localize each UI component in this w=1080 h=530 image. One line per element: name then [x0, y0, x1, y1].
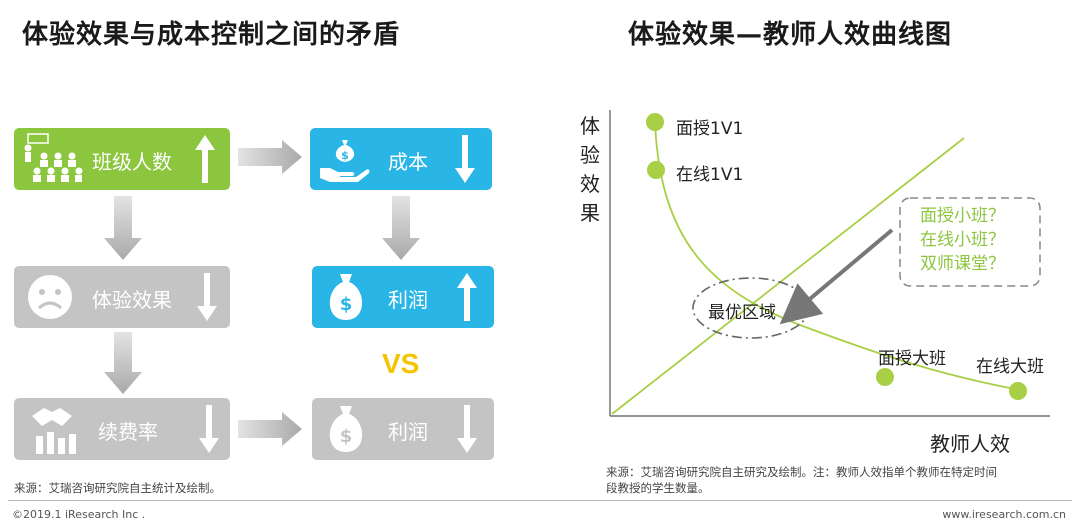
- box-cost-label: 成本: [388, 150, 428, 174]
- question-item: 在线小班？: [920, 230, 1005, 250]
- point-face-1v1: [646, 113, 664, 131]
- box-profit-up-label: 利润: [388, 288, 428, 312]
- sad-face-icon: [28, 275, 72, 319]
- label-face-large: 面授大班: [878, 349, 946, 369]
- left-title: 体验效果与成本控制之间的矛盾: [22, 20, 401, 50]
- label-online-1v1: 在线1V1: [676, 165, 744, 185]
- y-label-char: 验: [580, 143, 600, 167]
- arrow-down-right: [382, 196, 420, 260]
- arrow-right-top: [238, 140, 302, 174]
- svg-text:$: $: [340, 294, 353, 315]
- arrow-down-icon: [199, 405, 219, 453]
- box-profit-down-label: 利润: [388, 420, 428, 444]
- money-bag-icon: $: [329, 274, 363, 320]
- y-label-char: 果: [580, 201, 600, 225]
- right-source: 来源：艾瑞咨询研究院自主研究及绘制。注：教师人效指单个教师在特定时间 段教授的学…: [606, 464, 997, 496]
- box-class-size-label: 班级人数: [92, 150, 172, 174]
- question-item: 面授小班？: [920, 206, 1005, 226]
- pointer-arrow: [779, 228, 894, 325]
- left-source: 来源：艾瑞咨询研究院自主统计及绘制。: [14, 481, 221, 495]
- money-bag-icon: $: [329, 406, 363, 452]
- arrow-down-icon: [455, 135, 475, 183]
- efficiency-curve-chart: [609, 110, 1050, 417]
- cost-line: [611, 137, 965, 415]
- right-source-line: 段教授的学生数量。: [606, 481, 710, 495]
- box-profit-down: $ 利润: [312, 398, 494, 460]
- label-online-large: 在线大班: [976, 357, 1044, 377]
- question-list: 面授小班？ 在线小班？ 双师课堂？: [920, 204, 1005, 276]
- y-label-char: 体: [580, 114, 600, 138]
- question-item: 双师课堂？: [920, 254, 1005, 274]
- arrow-down-left-1: [104, 196, 142, 260]
- experience-curve: [654, 121, 1021, 391]
- x-axis-label: 教师人效: [930, 432, 1010, 456]
- footer-divider: [8, 500, 1072, 501]
- flow-arrows: [104, 140, 420, 446]
- label-face-1v1: 面授1V1: [676, 119, 744, 139]
- arrow-up-icon: [457, 273, 477, 321]
- point-online-1v1: [647, 161, 665, 179]
- box-experience: 体验效果: [14, 266, 230, 328]
- arrow-down-icon: [197, 273, 217, 321]
- point-face-large: [876, 368, 894, 386]
- arrow-down-icon: [457, 405, 477, 453]
- y-label-char: 效: [580, 172, 600, 196]
- box-class-size: 班级人数: [14, 128, 230, 190]
- vs-label: VS: [382, 348, 420, 379]
- svg-text:$: $: [341, 149, 349, 162]
- box-renewal: 续费率: [14, 398, 230, 460]
- optimal-region-label: 最优区域: [708, 303, 776, 323]
- point-online-large: [1009, 382, 1027, 400]
- y-axis-label: 体 验 效 果: [578, 112, 602, 228]
- footer-url[interactable]: www.iresearch.com.cn: [942, 508, 1066, 521]
- box-renewal-label: 续费率: [98, 420, 158, 444]
- right-title: 体验效果—教师人效曲线图: [628, 20, 953, 50]
- footer-copyright: ©2019.1 iResearch Inc .: [12, 508, 146, 521]
- arrow-down-left-2: [104, 332, 142, 394]
- money-hand-icon: $: [320, 140, 370, 182]
- classroom-icon: [24, 133, 83, 182]
- right-source-line: 来源：艾瑞咨询研究院自主研究及绘制。注：教师人效指单个教师在特定时间: [606, 465, 997, 479]
- svg-text:$: $: [340, 426, 353, 447]
- handshake-bar-icon: [32, 408, 76, 454]
- question-box: [899, 197, 1041, 287]
- box-experience-label: 体验效果: [92, 288, 172, 312]
- box-profit-up: $ 利润: [312, 266, 494, 328]
- arrow-up-icon: [195, 135, 215, 183]
- box-cost: $ 成本: [310, 128, 492, 190]
- arrow-right-bottom: [238, 412, 302, 446]
